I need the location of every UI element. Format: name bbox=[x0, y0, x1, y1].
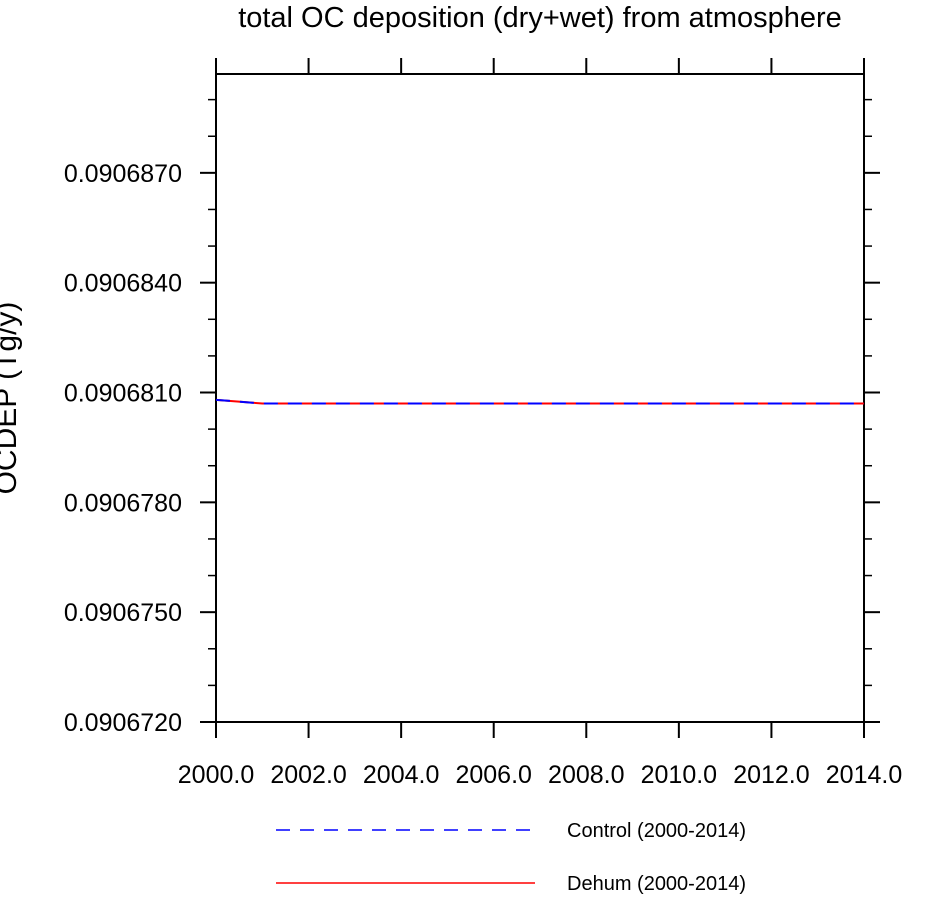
x-tick-label: 2006.0 bbox=[455, 761, 531, 789]
y-tick-label: 0.0906720 bbox=[64, 709, 182, 737]
x-tick-label: 2004.0 bbox=[363, 761, 439, 789]
y-tick-label: 0.0906840 bbox=[64, 270, 182, 298]
y-tick-label: 0.0906750 bbox=[64, 599, 182, 627]
x-tick-label: 2002.0 bbox=[270, 761, 346, 789]
x-tick-label: 2012.0 bbox=[733, 761, 809, 789]
x-tick-label: 2000.0 bbox=[178, 761, 254, 789]
plot-frame bbox=[215, 73, 865, 723]
legend-label: Control (2000-2014) bbox=[567, 820, 746, 842]
x-tick-label: 2008.0 bbox=[548, 761, 624, 789]
x-tick-label: 2010.0 bbox=[641, 761, 717, 789]
y-tick-label: 0.0906870 bbox=[64, 160, 182, 188]
x-tick-label: 2014.0 bbox=[826, 761, 902, 789]
chart-title: total OC deposition (dry+wet) from atmos… bbox=[238, 2, 842, 34]
y-axis-label: OCDEP (Tg/y) bbox=[0, 302, 23, 495]
legend-label: Dehum (2000-2014) bbox=[567, 873, 746, 895]
plot-area: 2000.0 2002.0 2004.0 2006.0 2008.0 2010.0 2012… bbox=[64, 58, 902, 895]
y-tick-label: 0.0906780 bbox=[64, 489, 182, 517]
y-tick-label: 0.0906810 bbox=[64, 380, 182, 408]
series-line bbox=[215, 398, 864, 405]
